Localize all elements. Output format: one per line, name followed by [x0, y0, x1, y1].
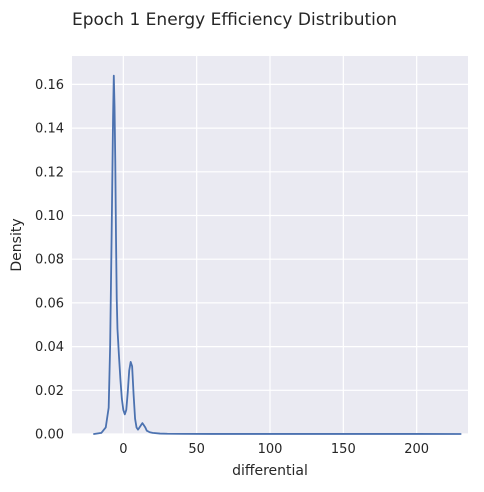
x-gridlines	[122, 56, 418, 434]
chart-title: Epoch 1 Energy Efficiency Distribution	[72, 10, 397, 30]
y-gridlines	[72, 83, 468, 435]
y-tick-label: 0.04	[35, 340, 64, 355]
x-tick-label: 200	[404, 442, 429, 457]
y-tick-label: 0.14	[35, 122, 64, 137]
x-axis-label: differential	[232, 463, 308, 479]
y-tick-label: 0.00	[35, 428, 64, 443]
y-tick-label: 0.10	[35, 209, 64, 224]
y-tick-label: 0.16	[35, 78, 64, 93]
x-tick-label: 100	[258, 442, 283, 457]
x-tick-label: 150	[331, 442, 356, 457]
x-tick-label: 50	[188, 442, 205, 457]
x-tick-label: 0	[119, 442, 127, 457]
y-tick-label: 0.06	[35, 296, 64, 311]
y-tick-label: 0.02	[35, 384, 64, 399]
y-tick-labels: 0.00 0.02 0.04 0.06 0.08 0.10 0.12 0.14 0.16	[35, 78, 64, 443]
y-tick-label: 0.08	[35, 253, 64, 268]
y-axis-label: Density	[9, 218, 25, 271]
x-tick-labels: 0 50 100 150 200	[119, 442, 429, 457]
y-tick-label: 0.12	[35, 165, 64, 180]
kde-series-line	[93, 74, 462, 435]
